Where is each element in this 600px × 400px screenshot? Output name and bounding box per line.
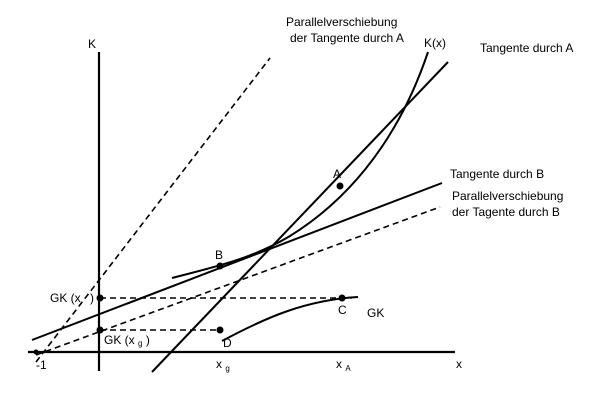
gk-xg-label-close: ): [146, 333, 150, 347]
parallel-a-label-line1: Parallelverschiebung: [286, 15, 397, 29]
point-d-label: D: [223, 336, 232, 350]
gk-curve-label: GK: [367, 306, 384, 320]
tangent-line-b: [31, 182, 443, 341]
x-axis-label: x: [456, 357, 462, 371]
tangent-b-label: Tangente durch B: [450, 167, 544, 181]
k-axis-label: K: [88, 37, 96, 51]
point-c-dot: [338, 294, 346, 302]
tangent-a-label: Tangente durch A: [480, 41, 573, 55]
origin-minus-one-dot: [33, 349, 39, 355]
gk-xg-label: GK (x g ): [104, 333, 150, 349]
gk-x-label-main: GK (x: [50, 291, 81, 305]
xg-tick-label: x g: [216, 357, 230, 373]
point-a-dot: [336, 182, 344, 190]
xg-tick-sub: g: [225, 364, 229, 373]
gk-xg-axis-dot: [96, 326, 104, 334]
parallel-b-label-line2: der Tagente durch B: [452, 205, 560, 219]
point-b-dot: [216, 262, 224, 270]
xa-tick-label: x A: [336, 357, 351, 373]
minus-one-label: -1: [36, 358, 47, 372]
parallel-shift-tangent-a: [35, 57, 271, 363]
gk-xg-label-sub: g: [138, 339, 142, 348]
gk-x-label-close: ): [90, 291, 94, 305]
xa-tick-main: x: [336, 357, 342, 371]
tangent-line-a: [151, 61, 449, 373]
kx-curve-label: K(x): [424, 36, 446, 50]
gk-x-axis-dot: [96, 294, 104, 302]
xg-tick-main: x: [216, 357, 222, 371]
point-d-dot: [216, 326, 224, 334]
point-a-label: A: [333, 167, 341, 181]
gk-xg-label-main: GK (x: [104, 333, 135, 347]
parallel-a-label-line2: der Tangente durch A: [290, 31, 404, 45]
gk-x-label: GK (x ): [50, 291, 94, 305]
point-c-label: C: [338, 303, 347, 317]
point-b-label: B: [215, 248, 223, 262]
cost-curve-kx: [171, 51, 429, 279]
xa-tick-sub: A: [345, 364, 351, 373]
parallel-b-label-line1: Parallelverschiebung: [452, 189, 563, 203]
